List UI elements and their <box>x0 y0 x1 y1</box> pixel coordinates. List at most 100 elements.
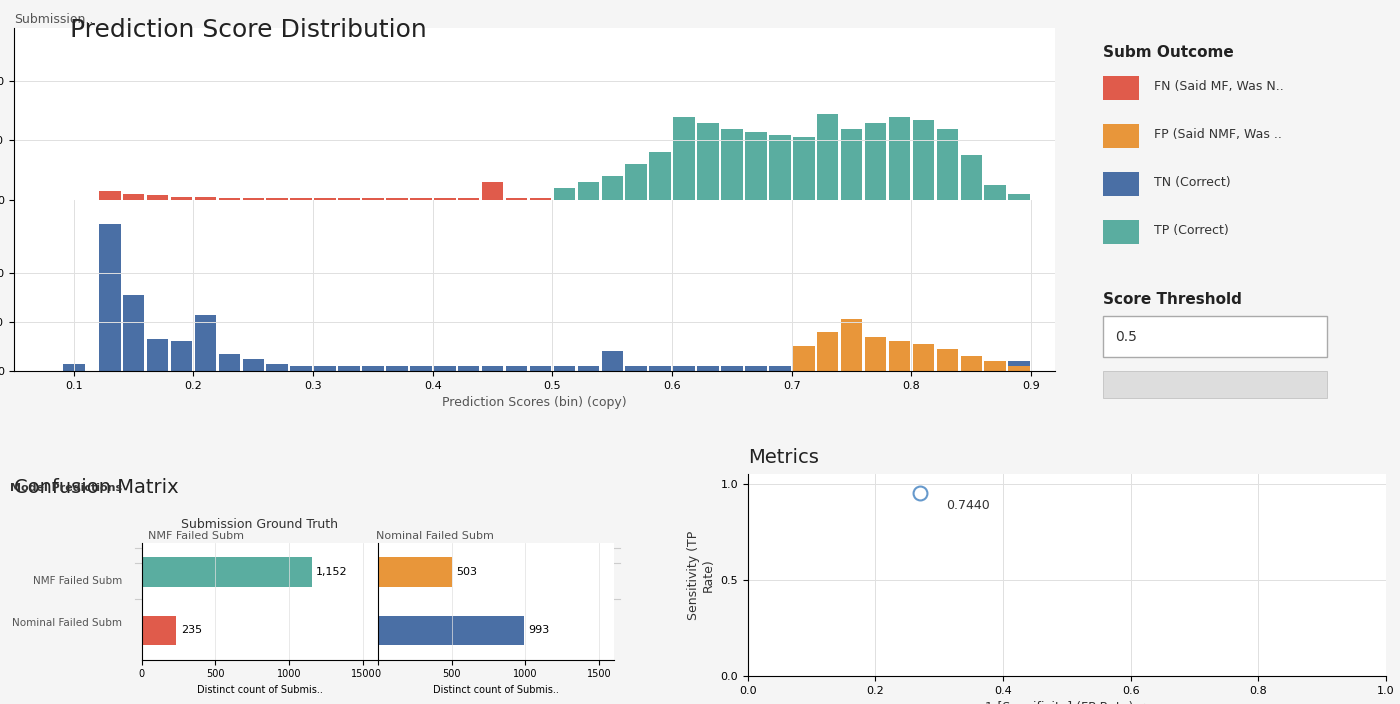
Bar <box>147 195 168 199</box>
Bar <box>123 295 144 371</box>
Bar <box>769 134 791 199</box>
X-axis label: 1-[Specificity] (FP Rate) →: 1-[Specificity] (FP Rate) → <box>986 701 1148 704</box>
Bar <box>937 129 958 199</box>
Bar <box>626 366 647 371</box>
Bar <box>889 196 910 199</box>
Text: Nominal Failed Subm: Nominal Failed Subm <box>13 618 122 629</box>
Bar <box>818 332 839 371</box>
Bar <box>482 366 504 371</box>
Bar <box>1008 366 1030 371</box>
Bar <box>769 366 791 371</box>
Bar <box>195 315 216 371</box>
Bar <box>792 346 815 371</box>
FancyBboxPatch shape <box>1103 371 1327 398</box>
Bar <box>913 344 934 371</box>
Bar <box>889 117 910 199</box>
Text: FN (Said MF, Was N..: FN (Said MF, Was N.. <box>1154 80 1284 93</box>
Text: Confusion Matrix: Confusion Matrix <box>14 478 179 497</box>
Bar <box>889 366 910 371</box>
Text: 0.5: 0.5 <box>1116 329 1137 344</box>
Bar <box>937 366 958 371</box>
Bar <box>841 366 862 371</box>
Bar <box>865 337 886 371</box>
Bar <box>673 366 694 371</box>
Bar <box>960 356 981 371</box>
Bar <box>626 164 647 199</box>
Text: Nominal Failed Subm: Nominal Failed Subm <box>377 531 494 541</box>
Bar <box>865 122 886 199</box>
Bar <box>650 152 671 199</box>
Bar <box>315 366 336 371</box>
Bar <box>818 114 839 199</box>
Bar <box>673 117 694 199</box>
FancyBboxPatch shape <box>1103 316 1327 357</box>
Bar <box>865 192 886 199</box>
Text: TN (Correct): TN (Correct) <box>1154 176 1231 189</box>
Bar <box>602 176 623 199</box>
Bar <box>529 366 552 371</box>
Bar <box>505 366 528 371</box>
Bar <box>290 198 312 199</box>
Bar <box>242 198 265 199</box>
Bar <box>63 363 84 371</box>
Bar <box>553 366 575 371</box>
Bar <box>721 366 743 371</box>
FancyBboxPatch shape <box>1103 124 1140 148</box>
Bar <box>386 366 407 371</box>
Text: Prediction Score Distribution: Prediction Score Distribution <box>70 18 427 42</box>
Text: TP (Correct): TP (Correct) <box>1154 224 1229 237</box>
Bar <box>889 341 910 371</box>
FancyBboxPatch shape <box>1103 76 1140 100</box>
FancyBboxPatch shape <box>1103 172 1140 196</box>
Bar <box>363 366 384 371</box>
Bar <box>984 184 1007 199</box>
Y-axis label: Sensitivity (TP
Rate): Sensitivity (TP Rate) <box>687 530 715 620</box>
Text: Submission Ground Truth: Submission Ground Truth <box>181 517 339 531</box>
Bar <box>721 129 743 199</box>
Bar <box>195 197 216 199</box>
Bar <box>841 129 862 199</box>
Bar <box>578 366 599 371</box>
Bar <box>99 191 120 199</box>
Bar <box>553 188 575 199</box>
Bar <box>937 182 958 199</box>
Bar <box>913 366 934 371</box>
Bar <box>482 182 504 199</box>
Bar <box>865 366 886 371</box>
Text: Subm Outcome: Subm Outcome <box>1103 45 1235 61</box>
Text: Submission..: Submission.. <box>14 13 94 25</box>
Bar <box>218 198 241 199</box>
Bar <box>792 366 815 371</box>
Bar <box>960 366 981 371</box>
Bar <box>960 155 981 199</box>
Bar <box>171 341 192 371</box>
Bar <box>984 361 1007 371</box>
Bar <box>697 122 718 199</box>
X-axis label: Prediction Scores (bin) (copy): Prediction Scores (bin) (copy) <box>442 396 627 409</box>
Bar <box>697 366 718 371</box>
Bar <box>818 366 839 371</box>
FancyBboxPatch shape <box>1103 220 1140 244</box>
Bar <box>745 366 767 371</box>
Bar <box>218 353 241 371</box>
Text: 0.7440: 0.7440 <box>945 499 990 512</box>
Bar <box>578 182 599 199</box>
Bar <box>745 132 767 199</box>
Text: NMF Failed Subm: NMF Failed Subm <box>148 531 244 541</box>
Bar <box>913 120 934 199</box>
Bar <box>1008 194 1030 199</box>
Bar <box>792 137 815 199</box>
Bar <box>147 339 168 371</box>
Bar <box>266 198 288 199</box>
Text: NMF Failed Subm: NMF Failed Subm <box>34 576 122 586</box>
Bar <box>913 195 934 199</box>
Bar <box>984 366 1007 371</box>
Bar <box>266 363 288 371</box>
Bar <box>290 366 312 371</box>
Bar <box>1008 361 1030 371</box>
Bar <box>458 366 479 371</box>
Bar <box>339 366 360 371</box>
Bar <box>434 366 455 371</box>
Text: Score Threshold: Score Threshold <box>1103 292 1242 307</box>
Bar <box>171 196 192 199</box>
